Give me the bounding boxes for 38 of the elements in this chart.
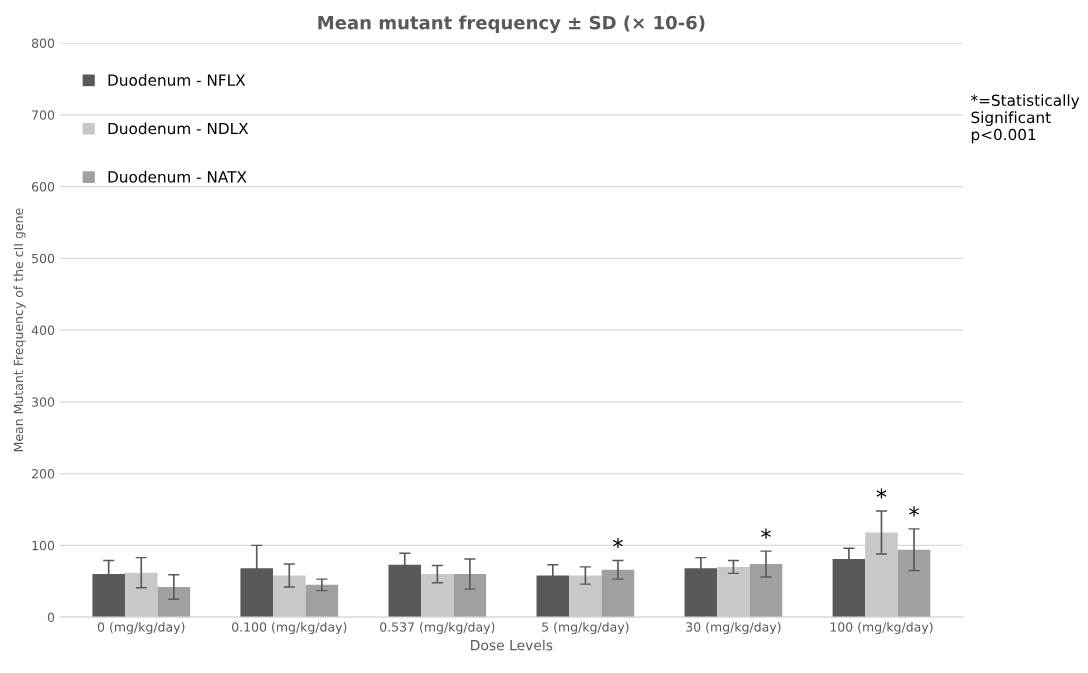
- y-tick-label: 600: [31, 182, 55, 192]
- y-axis-title: Mean Mutant Frequency of the cII gene: [13, 208, 26, 452]
- y-tick-label: 0: [47, 612, 55, 623]
- legend-label: Duodenum - NFLX: [108, 74, 246, 86]
- data-label: *: [909, 506, 919, 517]
- y-tick-label: 700: [32, 110, 55, 120]
- x-tick-label: 5 (mg/kg/day): [542, 622, 629, 635]
- x-axis-title: Dose Levels: [471, 639, 553, 651]
- data-label: *: [761, 528, 771, 539]
- legend-label: Duodenum - NATX: [108, 170, 247, 183]
- bar: [273, 575, 306, 618]
- bar: [421, 574, 454, 618]
- data-label: *: [613, 537, 623, 549]
- bar: [453, 574, 487, 618]
- x-tick-label: 0 (mg/kg/day): [97, 622, 185, 635]
- x-tick-label: 30 (mg/kg/day): [686, 622, 781, 635]
- data-label: *: [876, 488, 887, 499]
- bar: [865, 532, 898, 618]
- y-tick-label: 200: [32, 469, 55, 479]
- legend-label: Duodenum - NDLX: [108, 122, 249, 135]
- bar: [305, 584, 339, 618]
- bar: [897, 549, 931, 618]
- bar: [569, 575, 602, 618]
- y-tick-label: 400: [31, 325, 55, 336]
- text: *=Statistically Significant p<0.001: [970, 94, 1080, 144]
- x-tick-label: 0.537 (mg/kg/day): [380, 622, 495, 635]
- bar: [601, 569, 635, 618]
- y-tick-label: 500: [32, 253, 55, 264]
- bar: [157, 587, 191, 618]
- y-tick-label: 100: [32, 540, 55, 551]
- x-tick-label: 0.100 (mg/kg/day): [232, 622, 347, 635]
- bar: [717, 566, 750, 618]
- y-tick-label: 800: [31, 38, 55, 48]
- bar: [124, 572, 158, 618]
- chart-title: Mean mutant frequency ± SD (× 10-6): [318, 15, 705, 34]
- x-tick-label: 100 (mg/kg/day): [830, 622, 933, 635]
- bar: [749, 564, 783, 618]
- y-tick-label: 300: [32, 397, 55, 407]
